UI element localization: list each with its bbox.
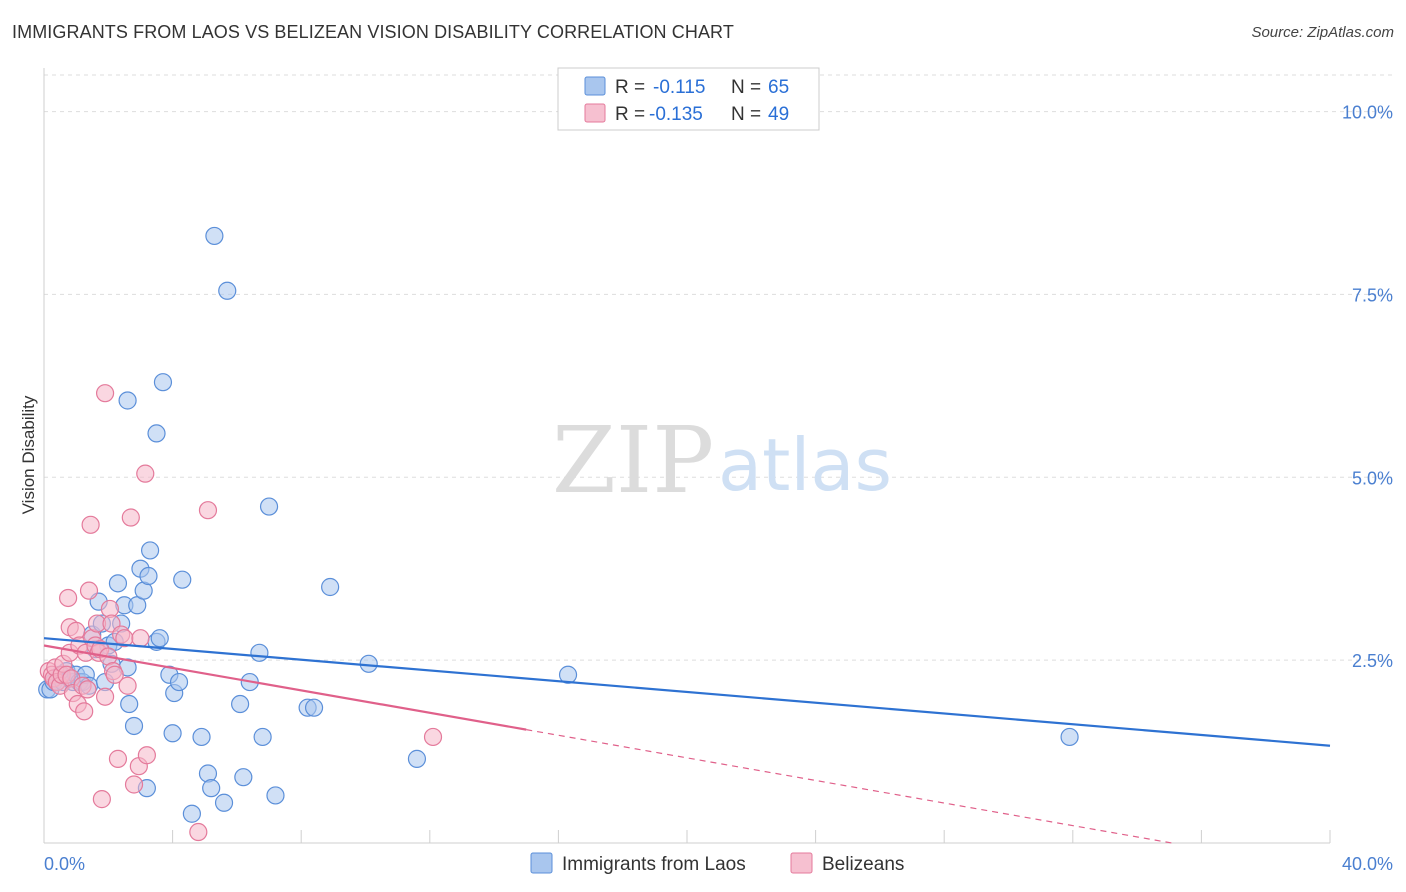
legend-r-value-laos: -0.115 (653, 77, 705, 98)
laos-point-57 (266, 786, 285, 805)
laos-point-47 (202, 779, 221, 798)
series-legend-label-laos: Immigrants from Laos (562, 854, 746, 875)
belizeans-point-18 (75, 702, 94, 721)
laos-point-51 (231, 694, 250, 714)
laos-point-56 (259, 497, 279, 516)
legend-swatch-belizeans (584, 103, 606, 123)
belizeans-point-44 (136, 464, 155, 483)
legend-r-value-belizeans: -0.135 (649, 104, 703, 125)
axes (43, 68, 1331, 844)
trend-lines (43, 637, 1331, 844)
laos-point-52 (234, 768, 253, 787)
belizeans-point-29 (95, 687, 115, 706)
belizeans-point-22 (81, 515, 100, 534)
laos-point-42 (169, 672, 189, 692)
y-axis-title: Vision Disability (19, 395, 38, 514)
laos-point-35 (147, 424, 166, 443)
source-label: Source: ZipAtlas.com (1251, 24, 1394, 41)
laos-point-22 (108, 574, 128, 593)
laos-point-27 (120, 694, 139, 714)
laos-point-44 (182, 804, 201, 823)
belizeans-point-47 (198, 501, 218, 520)
correlation-legend: R = -0.115 N = 65 R = -0.135 N = 49 (557, 67, 820, 131)
watermark-atlas: atlas (718, 423, 892, 507)
laos-point-40 (163, 724, 182, 743)
laos-point-43 (173, 570, 192, 589)
y-tick-label-3: 10.0% (1342, 103, 1393, 123)
watermark: ZIP atlas (552, 407, 892, 514)
laos-point-38 (153, 373, 173, 392)
laos-point-64 (1060, 727, 1079, 747)
legend-swatch-laos (584, 76, 606, 96)
laos-point-49 (214, 793, 234, 812)
legend-r-label-belizeans: R = (615, 104, 645, 125)
belizeans-trend-extension (526, 729, 1172, 844)
legend-n-value-laos: 65 (768, 77, 789, 98)
belizeans-point-48 (423, 727, 443, 747)
laos-point-59 (304, 698, 324, 717)
belizeans-point-39 (118, 676, 137, 695)
y-tick-labels: 2.5% 5.0% 7.5% 10.0% (1342, 103, 1393, 672)
laos-point-48 (205, 226, 224, 246)
laos-point-54 (250, 643, 269, 662)
legend-r-label-laos: R = (615, 77, 645, 98)
belizeans-point-28 (92, 790, 111, 809)
laos-trend-line (43, 637, 1331, 747)
laos-point-45 (192, 727, 211, 747)
series-legend-swatch-belizeans (790, 852, 813, 874)
belizeans-point-46 (189, 822, 208, 842)
belizeans-point-30 (95, 384, 115, 403)
y-tick-label-1: 5.0% (1352, 468, 1393, 488)
belizeans-point-9 (59, 588, 78, 608)
grid-lines (44, 74, 1393, 661)
laos-point-60 (321, 577, 340, 597)
belizeans-point-40 (121, 508, 140, 527)
belizeans-point-41 (124, 775, 144, 794)
series-legend-label-belizeans: Belizeans (822, 854, 904, 875)
laos-point-28 (124, 716, 144, 736)
legend-n-value-belizeans: 49 (768, 104, 789, 125)
series-belizeans-points (39, 384, 443, 842)
laos-point-33 (139, 566, 158, 586)
y-tick-label-2: 7.5% (1352, 285, 1393, 305)
x-tick-labels: 0.0% 40.0% (44, 854, 1393, 874)
y-tick-label-0: 2.5% (1352, 651, 1393, 671)
laos-point-62 (407, 749, 427, 768)
belizeans-trend-line (43, 644, 527, 731)
belizeans-point-43 (131, 629, 150, 648)
laos-point-63 (558, 665, 578, 684)
chart-title: IMMIGRANTS FROM LAOS VS BELIZEAN VISION … (12, 22, 734, 42)
laos-point-37 (150, 629, 169, 648)
watermark-zip: ZIP (552, 407, 714, 514)
laos-point-26 (118, 391, 137, 410)
x-tick-label-max: 40.0% (1342, 854, 1393, 874)
series-laos-points (38, 226, 1079, 823)
laos-point-50 (218, 281, 237, 300)
series-legend-swatch-laos (530, 852, 553, 874)
belizeans-point-36 (108, 749, 128, 768)
legend-n-label-laos: N = (731, 77, 761, 98)
belizeans-point-20 (78, 680, 97, 699)
laos-point-55 (253, 727, 272, 747)
x-tick-label-min: 0.0% (44, 854, 85, 874)
belizeans-point-35 (105, 665, 124, 684)
belizeans-point-21 (79, 581, 99, 600)
series-legend: Immigrants from Laos Belizeans (530, 852, 904, 875)
legend-n-label-belizeans: N = (731, 104, 761, 125)
belizeans-point-45 (137, 746, 156, 765)
laos-point-34 (140, 541, 160, 560)
